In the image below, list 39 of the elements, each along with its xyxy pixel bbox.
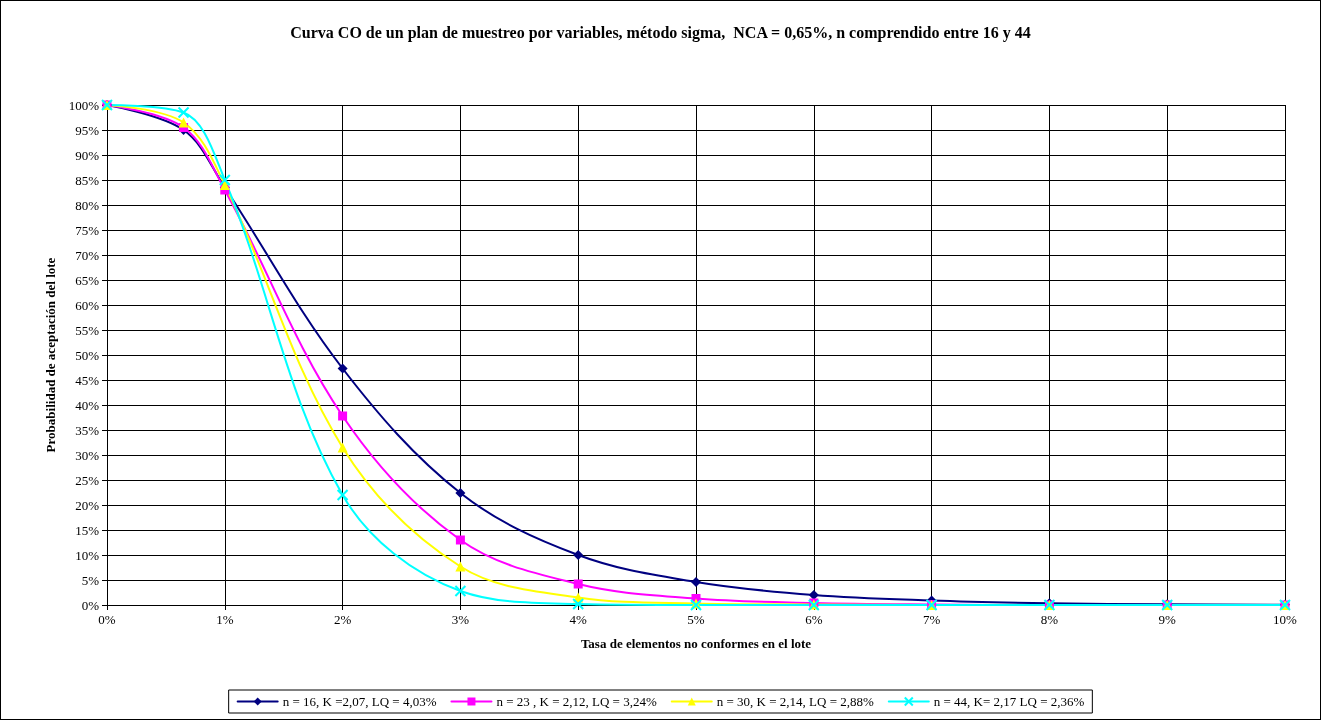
x-tick-label: 4% [569,612,588,627]
y-tick-label: 0% [81,597,100,613]
x-tick-label: 8% [1040,612,1059,627]
y-tick-label: 45% [75,372,100,388]
x-axis-title: Tasa de elementos no conformes en el lote [580,636,812,651]
y-tick-label: 100% [68,97,100,113]
y-axis-title: Probabilidad de aceptación del lote [43,257,58,453]
legend-label: n = 16, K =2,07, LQ = 4,03% [282,694,437,709]
chart-title: Curva CO de un plan de muestreo por variables, método sigma, NCA = 0,65%, n comprendido entre 16 y 44 [290,23,1031,42]
y-tick-label: 70% [75,247,100,263]
y-tick-label: 65% [75,272,100,288]
y-tick-label: 75% [75,222,100,238]
legend-label: n = 30, K = 2,14, LQ = 2,88% [716,694,874,709]
y-tick-label: 50% [75,347,100,363]
x-tick-label: 5% [687,612,705,627]
y-tick-label: 20% [75,497,100,513]
x-tick-label: 1% [216,612,234,627]
y-tick-label: 60% [75,297,100,313]
y-tick-label: 15% [75,522,100,538]
x-tick-label: 0% [98,612,116,627]
y-tick-label: 90% [75,147,100,163]
x-tick-label: 9% [1158,612,1177,627]
x-tick-label: 6% [805,612,823,627]
legend-label: n = 23 , K = 2,12, LQ = 3,24% [496,694,657,709]
y-tick-label: 5% [81,572,100,588]
x-tick-label: 10% [1273,612,1298,627]
y-tick-label: 85% [75,172,100,188]
y-tick-label: 35% [75,422,100,438]
y-tick-label: 80% [75,197,100,213]
x-tick-label: 2% [333,612,352,627]
x-tick-label: 3% [451,612,470,627]
y-tick-label: 40% [75,397,100,413]
y-tick-label: 55% [75,322,100,338]
legend-label: n = 44, K= 2,17 LQ = 2,36% [933,694,1085,709]
y-tick-label: 30% [75,447,100,463]
x-tick-label: 7% [922,612,941,627]
y-tick-label: 25% [75,472,100,488]
y-tick-label: 95% [75,122,100,138]
y-tick-label: 10% [75,547,100,563]
